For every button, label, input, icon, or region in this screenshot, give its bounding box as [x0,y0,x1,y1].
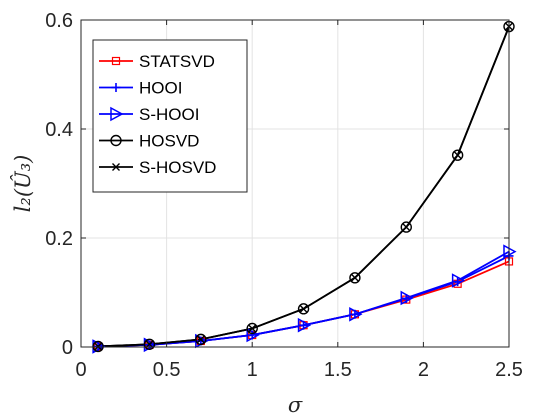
data-point [195,333,207,346]
legend-label: S-HOOI [139,105,199,124]
data-point [297,303,310,315]
data-point [297,317,312,333]
data-point [143,338,156,350]
data-point [110,106,124,122]
x-tick-label: 2 [418,359,429,381]
data-point [400,221,412,233]
data-point [248,324,257,333]
series-line-hooi [98,255,510,348]
legend-label: STATSVD [139,52,215,71]
data-point [110,134,122,147]
data-point [402,223,411,232]
data-point [246,327,260,343]
legend-label: HOOI [139,79,182,98]
plot-frame [80,19,510,348]
legend-label: S-HOSVD [139,158,216,177]
data-point [111,83,121,92]
data-point [111,56,121,66]
y-tick-label: 0.4 [45,119,73,141]
legend-entry: STATSVD [99,52,215,71]
x-tick-label: 0.5 [153,359,181,381]
data-point [349,307,363,322]
data-point [350,273,359,282]
data-point [92,340,104,353]
data-point [451,149,464,161]
legend-label: HOSVD [139,132,199,151]
legend-entry: S-HOOI [99,105,199,124]
series-line-s-hooi [98,250,510,348]
data-point [453,151,462,160]
data-point [246,322,258,335]
data-point [196,335,205,344]
axis-ticks: 0 0.5 1 1.5 2 2.5 0 0.2 0.4 0.6 [45,10,523,381]
data-point [349,272,361,284]
x-tick-label: 1 [247,359,258,381]
x-tick-label: 1.5 [324,359,352,381]
x-tick-label: 0 [75,359,86,381]
legend-entry: S-HOSVD [99,158,216,177]
legend-entry: HOSVD [99,132,199,151]
x-tick-label: 2.5 [495,359,523,381]
data-point [112,163,120,171]
legend-entry: HOOI [99,79,182,98]
y-tick-label: 0.2 [45,228,73,250]
data-point [451,273,466,288]
data-point [400,290,414,306]
x-axis-label: σ [288,393,303,417]
legend: STATSVD HOOI S-HOOI HOSVD S-HOSVD [92,39,248,193]
y-tick-label: 0.6 [45,10,73,32]
y-axis-label: l₂(Û₃) [10,155,35,213]
data-point [299,304,308,313]
y-tick-label: 0 [62,337,73,359]
data-point [94,342,103,351]
